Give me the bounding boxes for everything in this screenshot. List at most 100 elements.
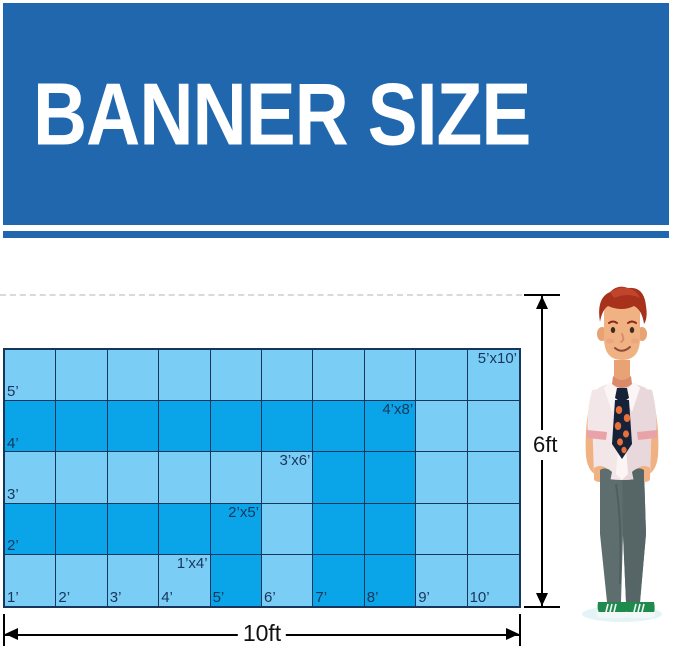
page-title: BANNER SIZE — [33, 63, 531, 163]
x-axis-tick-6ft: 6’ — [264, 589, 276, 607]
tie-pattern — [614, 406, 631, 454]
cell-size-label: 4’x8’ — [382, 401, 414, 419]
grid-cell-r4-c7[interactable] — [313, 401, 365, 453]
grid-cell-r1-c4[interactable]: 1’x4’ 4’ — [159, 554, 211, 607]
x-axis-tick-8ft: 8’ — [366, 589, 379, 607]
standing-man-illustration — [566, 284, 678, 624]
grid-cell-r3-c4[interactable] — [159, 452, 211, 504]
pocket-right — [632, 468, 644, 482]
grid-cell-r5-c7[interactable] — [313, 350, 365, 402]
cheek-left — [606, 338, 614, 344]
grid-cell-r2-c7[interactable] — [313, 503, 365, 555]
x-axis-tick-2ft: 2’ — [58, 589, 71, 607]
y-axis-tick-4ft: 4’ — [7, 434, 19, 452]
top-dashed-guide-line — [0, 294, 532, 296]
arrow-up-icon — [536, 296, 548, 309]
hair — [599, 286, 647, 324]
eyes — [610, 327, 635, 333]
grid-cell-r2-c4[interactable] — [159, 503, 211, 555]
grid-cell-r5-c4[interactable] — [159, 350, 211, 402]
dimension-tick-left — [3, 614, 5, 646]
grid-cell-r3-c8[interactable] — [364, 452, 417, 504]
sleeve-cuff-right — [637, 430, 657, 440]
arrow-down-icon — [536, 593, 548, 606]
arrow-left-icon — [5, 628, 18, 640]
sleeve-right — [638, 388, 657, 436]
grid-cell-r3-c5[interactable] — [210, 452, 262, 504]
grid-cell-r5-c5[interactable] — [210, 350, 262, 402]
grid-cell-r3-c6[interactable]: 3’x6’ — [262, 452, 314, 504]
grid-cell-r5-c9[interactable] — [416, 350, 468, 402]
x-axis-tick-4ft: 4’ — [161, 589, 173, 607]
x-axis-tick-7ft: 7’ — [315, 589, 328, 607]
grid-cell-r3-c10[interactable] — [467, 452, 519, 504]
grid-cell-r1-c6[interactable]: 6’ — [262, 554, 314, 607]
grid-cell-r3-c9[interactable] — [416, 452, 468, 504]
hair-highlight — [610, 287, 640, 298]
shoe-right-sole — [624, 612, 656, 618]
width-dimension-label: 10ft — [237, 620, 287, 648]
header-divider-rule — [3, 231, 669, 238]
grid-cell-r2-c10[interactable] — [467, 503, 519, 555]
grid-cell-r4-c1[interactable]: 4’ — [5, 401, 57, 453]
grid-cell-r1-c10[interactable]: 10’ — [467, 554, 519, 606]
cheek-right — [631, 338, 639, 344]
grid-cell-r3-c1[interactable]: 3’ — [5, 452, 57, 504]
grid-cell-r1-c9[interactable]: 9’ — [416, 554, 468, 606]
cell-size-label: 2’x5’ — [228, 503, 259, 521]
shoe-stripes — [605, 603, 645, 613]
grid-cell-r1-c8[interactable]: 8’ — [364, 554, 417, 607]
grid-cell-r1-c2[interactable]: 2’ — [56, 554, 108, 607]
grid-cell-r3-c7[interactable] — [313, 452, 365, 504]
grid-cell-r5-c3[interactable] — [107, 350, 160, 402]
pants-shade — [622, 470, 646, 602]
grid-cell-r2-c9[interactable] — [416, 503, 468, 555]
dimension-tick-right — [519, 614, 521, 646]
grid-cell-r4-c5[interactable] — [210, 401, 262, 453]
grid-cell-r3-c2[interactable] — [56, 452, 108, 504]
grid-cell-r4-c6[interactable] — [262, 401, 314, 453]
grid-cell-r1-c5[interactable]: 5’ — [210, 554, 262, 607]
grid-cell-r4-c9[interactable] — [416, 401, 468, 453]
horizontal-dimension-10ft: 10ft — [3, 614, 521, 648]
grid-cell-r4-c3[interactable] — [107, 401, 160, 453]
grid-cell-r4-c8[interactable]: 4’x8’ — [364, 401, 417, 453]
height-dimension-label: 6ft — [532, 430, 559, 460]
dimension-tick-bottom — [524, 606, 560, 608]
x-axis-tick-1ft: 1’ — [7, 589, 19, 607]
x-axis-tick-3ft: 3’ — [109, 589, 122, 607]
grid-cell-r2-c1[interactable]: 2’ — [5, 503, 57, 555]
cell-size-label: 1’x4’ — [176, 554, 208, 572]
x-axis-tick-5ft: 5’ — [212, 589, 225, 607]
y-axis-tick-2ft: 2’ — [7, 537, 19, 555]
grid-cell-r5-c8[interactable] — [364, 350, 417, 402]
grid-cell-r2-c3[interactable] — [107, 503, 160, 555]
tie-knot — [615, 388, 629, 403]
grid-cell-r5-c6[interactable] — [262, 350, 314, 402]
grid-cell-r2-c6[interactable] — [262, 503, 314, 555]
grid-cell-r2-c2[interactable] — [56, 503, 108, 555]
grid-cell-r3-c3[interactable] — [107, 452, 160, 504]
face — [604, 296, 640, 360]
shoe-left-sole — [596, 612, 628, 618]
pocket-left — [600, 468, 612, 482]
grid-cell-r1-c1[interactable]: 1’ — [5, 554, 57, 607]
grid-cell-r5-c2[interactable] — [56, 350, 108, 402]
cell-size-label: 5’x10’ — [477, 350, 517, 367]
banner-size-grid: 5’ 5’x10’ 4’ 4’x8’ 3’ 3’x6’ 2’ 2’x5’ 1’ 2’ 3’ 1’x4’… — [3, 348, 521, 608]
grid-cell-r1-c7[interactable]: 7’ — [313, 554, 365, 607]
y-axis-tick-5ft: 5’ — [7, 383, 19, 401]
dimension-tick-top — [524, 294, 560, 296]
nose — [620, 333, 625, 343]
arrow-right-icon — [506, 628, 519, 640]
sleeve-cuff-left — [587, 430, 607, 440]
grid-cell-r4-c10[interactable] — [467, 401, 519, 453]
grid-cell-r5-c1[interactable]: 5’ — [5, 350, 57, 402]
grid-cell-r1-c3[interactable]: 3’ — [107, 554, 160, 607]
grid-cell-r5-c10[interactable]: 5’x10’ — [467, 350, 519, 402]
grid-cell-r2-c8[interactable] — [364, 503, 417, 555]
grid-cell-r4-c4[interactable] — [159, 401, 211, 453]
pants-fold — [615, 483, 622, 585]
grid-cell-r2-c5[interactable]: 2’x5’ — [210, 503, 262, 555]
grid-cell-r4-c2[interactable] — [56, 401, 108, 453]
